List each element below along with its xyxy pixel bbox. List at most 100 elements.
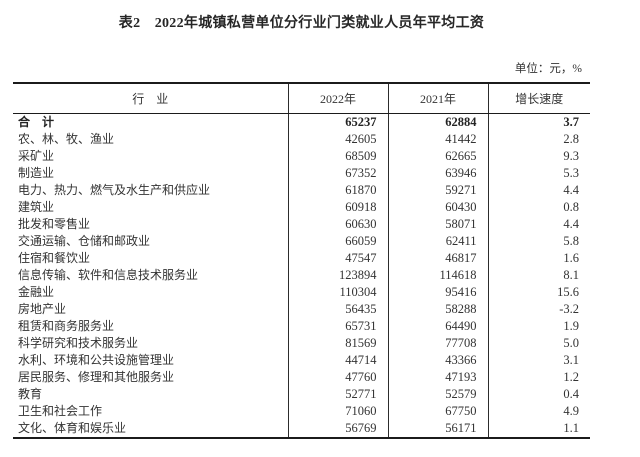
cell-industry: 批发和零售业 [18, 216, 91, 231]
cell-industry: 房地产业 [18, 301, 67, 316]
cell-industry: 科学研究和技术服务业 [18, 335, 139, 350]
cell-2021: 58288 [387, 300, 488, 318]
cell-2022: 61870 [287, 181, 388, 199]
wage-table: 行 业 2022年 2021年 增长速度 合 计 65237 62884 3.7 农、林… [13, 82, 590, 439]
cell-2022: 65237 [287, 113, 388, 131]
cell-2022: 71060 [287, 402, 388, 420]
cell-industry: 建筑业 [18, 199, 55, 214]
table-row: 卫生和社会工作 71060 67750 4.9 [13, 402, 590, 420]
table-row: 房地产业 56435 58288 -3.2 [13, 300, 590, 318]
cell-industry: 居民服务、修理和其他服务业 [18, 369, 175, 384]
cell-growth: 1.6 [487, 249, 590, 267]
cell-2021: 43366 [387, 351, 488, 369]
table-row: 水利、环境和公共设施管理业 44714 43366 3.1 [13, 351, 590, 369]
table-row: 采矿业 68509 62665 9.3 [13, 147, 590, 165]
cell-2021: 52579 [387, 385, 488, 403]
cell-industry: 教育 [18, 386, 43, 401]
cell-industry: 卫生和社会工作 [18, 403, 103, 418]
cell-2022: 44714 [287, 351, 388, 369]
cell-2021: 64490 [387, 317, 488, 335]
cell-growth: 8.1 [487, 266, 590, 284]
cell-growth: 1.2 [487, 368, 590, 386]
table-row: 制造业 67352 63946 5.3 [13, 164, 590, 182]
table-row: 教育 52771 52579 0.4 [13, 385, 590, 403]
table-row: 租赁和商务服务业 65731 64490 1.9 [13, 317, 590, 335]
cell-2021: 62665 [387, 147, 488, 165]
table-row: 文化、体育和娱乐业 56769 56171 1.1 [13, 419, 590, 438]
header-industry: 行 业 [13, 83, 288, 114]
cell-growth: 5.8 [487, 232, 590, 250]
cell-industry: 金融业 [18, 284, 55, 299]
cell-2021: 77708 [387, 334, 488, 352]
cell-2021: 67750 [387, 402, 488, 420]
cell-growth: 2.8 [487, 130, 590, 148]
cell-2022: 56769 [287, 419, 388, 438]
cell-growth: 4.4 [487, 215, 590, 233]
cell-growth: 1.1 [487, 419, 590, 438]
cell-2021: 62884 [387, 113, 488, 131]
cell-industry: 水利、环境和公共设施管理业 [18, 352, 175, 367]
table-row: 金融业 110304 95416 15.6 [13, 283, 590, 301]
cell-growth: 3.7 [487, 113, 590, 131]
table-header: 行 业 2022年 2021年 增长速度 [13, 83, 590, 114]
cell-2021: 60430 [387, 198, 488, 216]
table-row: 建筑业 60918 60430 0.8 [13, 198, 590, 216]
cell-industry: 农、林、牧、渔业 [18, 131, 115, 146]
cell-growth: 0.4 [487, 385, 590, 403]
cell-2022: 52771 [287, 385, 388, 403]
header-growth-rate: 增长速度 [487, 83, 590, 114]
cell-industry: 信息传输、软件和信息技术服务业 [18, 267, 199, 282]
table-row: 居民服务、修理和其他服务业 47760 47193 1.2 [13, 368, 590, 386]
cell-2022: 68509 [287, 147, 388, 165]
cell-2022: 60918 [287, 198, 388, 216]
cell-2021: 59271 [387, 181, 488, 199]
cell-2021: 95416 [387, 283, 488, 301]
cell-2022: 81569 [287, 334, 388, 352]
cell-2022: 42605 [287, 130, 388, 148]
cell-2021: 46817 [387, 249, 488, 267]
cell-industry: 采矿业 [18, 148, 55, 163]
cell-industry: 住宿和餐饮业 [18, 250, 91, 265]
cell-2021: 58071 [387, 215, 488, 233]
cell-growth: -3.2 [487, 300, 590, 318]
cell-industry: 制造业 [18, 165, 55, 180]
cell-2022: 67352 [287, 164, 388, 182]
table-row: 合 计 65237 62884 3.7 [13, 113, 590, 131]
unit-note: 单位：元，% [514, 63, 582, 75]
cell-growth: 4.9 [487, 402, 590, 420]
cell-growth: 5.3 [487, 164, 590, 182]
cell-2021: 56171 [387, 419, 488, 438]
cell-2022: 66059 [287, 232, 388, 250]
cell-2022: 56435 [287, 300, 388, 318]
cell-2021: 114618 [387, 266, 488, 284]
cell-growth: 5.0 [487, 334, 590, 352]
cell-growth: 1.9 [487, 317, 590, 335]
cell-2022: 60630 [287, 215, 388, 233]
header-year-2021: 2021年 [387, 83, 488, 114]
cell-2022: 47760 [287, 368, 388, 386]
cell-2022: 110304 [287, 283, 388, 301]
cell-industry: 电力、热力、燃气及水生产和供应业 [18, 182, 211, 197]
cell-industry: 文化、体育和娱乐业 [18, 420, 127, 435]
cell-industry: 合 计 [18, 114, 55, 129]
cell-2022: 123894 [287, 266, 388, 284]
cell-2021: 63946 [387, 164, 488, 182]
cell-growth: 0.8 [487, 198, 590, 216]
cell-2022: 65731 [287, 317, 388, 335]
cell-growth: 9.3 [487, 147, 590, 165]
cell-2022: 47547 [287, 249, 388, 267]
table-row: 交通运输、仓储和邮政业 66059 62411 5.8 [13, 232, 590, 250]
table-row: 批发和零售业 60630 58071 4.4 [13, 215, 590, 233]
header-row: 行 业 2022年 2021年 增长速度 [13, 83, 590, 114]
cell-2021: 47193 [387, 368, 488, 386]
cell-growth: 15.6 [487, 283, 590, 301]
table-row: 科学研究和技术服务业 81569 77708 5.0 [13, 334, 590, 352]
cell-2021: 62411 [387, 232, 488, 250]
table-row: 农、林、牧、渔业 42605 41442 2.8 [13, 130, 590, 148]
table-title: 表2 2022年城镇私营单位分行业门类就业人员年平均工资 [118, 16, 485, 31]
cell-industry: 租赁和商务服务业 [18, 318, 115, 333]
table-row: 住宿和餐饮业 47547 46817 1.6 [13, 249, 590, 267]
cell-2021: 41442 [387, 130, 488, 148]
header-year-2022: 2022年 [287, 83, 388, 114]
